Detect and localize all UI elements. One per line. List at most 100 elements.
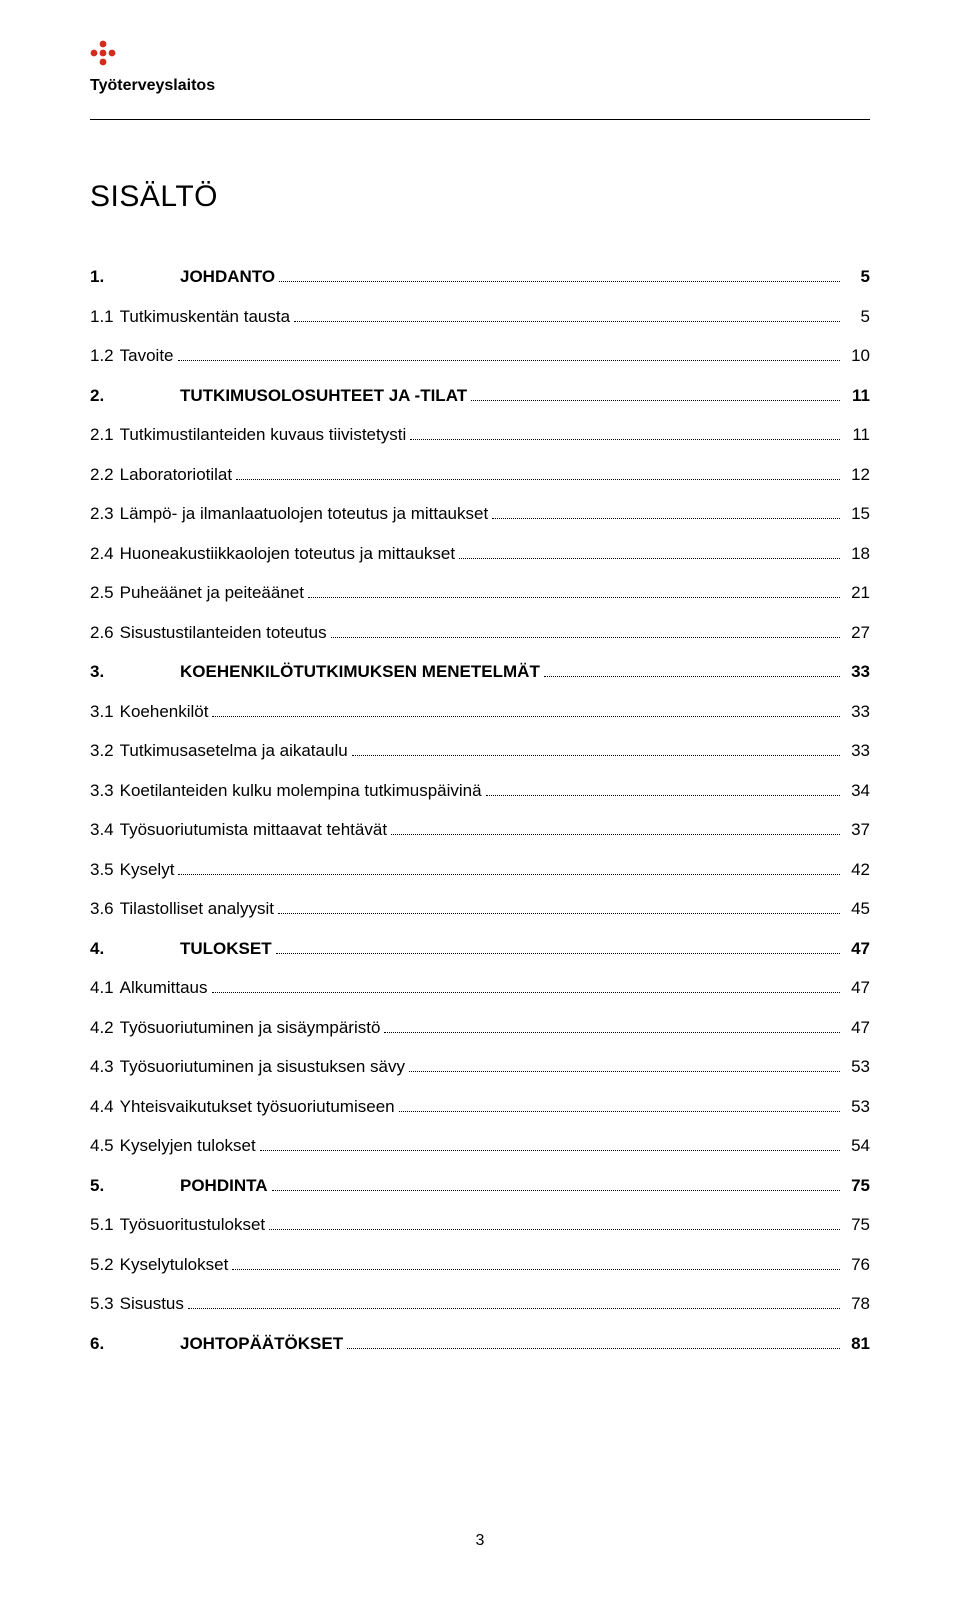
toc-page-number: 5 bbox=[844, 304, 870, 330]
toc-leader bbox=[308, 581, 840, 598]
toc-leader bbox=[212, 976, 840, 993]
toc-number: 3.1 bbox=[90, 699, 114, 725]
toc-entry: 3.3Koetilanteiden kulku molempina tutkim… bbox=[90, 778, 870, 804]
toc-number: 4.5 bbox=[90, 1133, 114, 1159]
toc-label: TULOKSET bbox=[180, 936, 272, 962]
toc-leader bbox=[399, 1095, 840, 1112]
toc-label: Kyselyt bbox=[120, 857, 175, 883]
toc-leader bbox=[178, 344, 840, 361]
toc-label: Työsuoriutumista mittaavat tehtävät bbox=[120, 817, 387, 843]
toc-label: Sisustus bbox=[120, 1291, 184, 1317]
toc-number: 4.4 bbox=[90, 1094, 114, 1120]
toc-label: Työsuoriutuminen ja sisustuksen sävy bbox=[120, 1054, 405, 1080]
toc-leader bbox=[544, 660, 840, 677]
toc-label: Koehenkilöt bbox=[120, 699, 209, 725]
toc-number: 6. bbox=[90, 1331, 180, 1357]
toc-page-number: 10 bbox=[844, 343, 870, 369]
toc-leader bbox=[269, 1213, 840, 1230]
toc-label: Tilastolliset analyysit bbox=[120, 896, 274, 922]
toc-leader bbox=[352, 739, 840, 756]
toc-label: Kyselyjen tulokset bbox=[120, 1133, 256, 1159]
toc-number: 4.3 bbox=[90, 1054, 114, 1080]
toc-number: 1. bbox=[90, 264, 180, 290]
toc-number: 2. bbox=[90, 383, 180, 409]
toc-leader bbox=[331, 621, 840, 638]
header-divider bbox=[90, 119, 870, 120]
toc-entry: 3.5Kyselyt 42 bbox=[90, 857, 870, 883]
toc-leader bbox=[459, 542, 840, 559]
page-title: SISÄLTÖ bbox=[90, 180, 870, 214]
toc-leader bbox=[391, 818, 840, 835]
toc-number: 3.4 bbox=[90, 817, 114, 843]
toc-number: 2.3 bbox=[90, 501, 114, 527]
toc-entry: 3.6Tilastolliset analyysit45 bbox=[90, 896, 870, 922]
toc-page-number: 54 bbox=[844, 1133, 870, 1159]
toc-entry: 2.2Laboratoriotilat12 bbox=[90, 462, 870, 488]
toc-entry: 3.4Työsuoriutumista mittaavat tehtävät 37 bbox=[90, 817, 870, 843]
toc-label: Laboratoriotilat bbox=[120, 462, 232, 488]
page-footer: 3 bbox=[0, 1532, 960, 1550]
toc-label: JOHDANTO bbox=[180, 264, 275, 290]
toc-page-number: 75 bbox=[844, 1173, 870, 1199]
toc-entry: 2.4Huoneakustiikkaolojen toteutus ja mit… bbox=[90, 541, 870, 567]
toc-number: 2.5 bbox=[90, 580, 114, 606]
toc-leader bbox=[294, 305, 840, 322]
toc-leader bbox=[384, 1016, 840, 1033]
toc-label: Työsuoritustulokset bbox=[120, 1212, 266, 1238]
toc-label: Tutkimusasetelma ja aikataulu bbox=[120, 738, 348, 764]
toc-entry: 5.2Kyselytulokset76 bbox=[90, 1252, 870, 1278]
toc-entry: 2.3Lämpö- ja ilmanlaatuolojen toteutus j… bbox=[90, 501, 870, 527]
toc-page-number: 33 bbox=[844, 659, 870, 685]
toc-page-number: 15 bbox=[844, 501, 870, 527]
toc-label: Alkumittaus bbox=[120, 975, 208, 1001]
toc-number: 2.4 bbox=[90, 541, 114, 567]
toc-leader bbox=[471, 384, 840, 401]
toc-label: Tutkimustilanteiden kuvaus tiivistetysti bbox=[120, 422, 407, 448]
toc-label: Huoneakustiikkaolojen toteutus ja mittau… bbox=[120, 541, 455, 567]
toc-number: 3. bbox=[90, 659, 180, 685]
toc-entry: 4.5Kyselyjen tulokset 54 bbox=[90, 1133, 870, 1159]
toc-label: KOEHENKILÖTUTKIMUKSEN MENETELMÄT bbox=[180, 659, 540, 685]
toc-number: 3.3 bbox=[90, 778, 114, 804]
toc-number: 4.1 bbox=[90, 975, 114, 1001]
toc-entry: 2.TUTKIMUSOLOSUHTEET JA -TILAT11 bbox=[90, 383, 870, 409]
toc-page-number: 47 bbox=[844, 936, 870, 962]
toc-number: 3.5 bbox=[90, 857, 114, 883]
toc-label: Sisustustilanteiden toteutus bbox=[120, 620, 327, 646]
toc-entry: 1.1Tutkimuskentän tausta5 bbox=[90, 304, 870, 330]
toc-leader bbox=[272, 1174, 840, 1191]
toc-page-number: 42 bbox=[844, 857, 870, 883]
toc-number: 5.3 bbox=[90, 1291, 114, 1317]
toc-leader bbox=[486, 779, 840, 796]
toc-entry: 6.JOHTOPÄÄTÖKSET81 bbox=[90, 1331, 870, 1357]
toc-page-number: 53 bbox=[844, 1094, 870, 1120]
toc-page-number: 33 bbox=[844, 699, 870, 725]
toc-label: Koetilanteiden kulku molempina tutkimusp… bbox=[120, 778, 482, 804]
toc-label: Yhteisvaikutukset työsuoriutumiseen bbox=[120, 1094, 395, 1120]
toc-page-number: 33 bbox=[844, 738, 870, 764]
toc-entry: 2.5Puheäänet ja peiteäänet21 bbox=[90, 580, 870, 606]
toc-label: JOHTOPÄÄTÖKSET bbox=[180, 1331, 343, 1357]
toc-page-number: 18 bbox=[844, 541, 870, 567]
toc-label: Puheäänet ja peiteäänet bbox=[120, 580, 304, 606]
table-of-contents: 1.JOHDANTO51.1Tutkimuskentän tausta51.2T… bbox=[90, 264, 870, 1356]
toc-page-number: 5 bbox=[844, 264, 870, 290]
logo-text: Työterveyslaitos bbox=[90, 77, 870, 95]
toc-page-number: 34 bbox=[844, 778, 870, 804]
toc-leader bbox=[178, 858, 840, 875]
toc-leader bbox=[347, 1332, 840, 1349]
toc-number: 2.6 bbox=[90, 620, 114, 646]
toc-page-number: 78 bbox=[844, 1291, 870, 1317]
document-page: Työterveyslaitos SISÄLTÖ 1.JOHDANTO51.1T… bbox=[0, 0, 960, 1600]
toc-number: 1.2 bbox=[90, 343, 114, 369]
toc-page-number: 37 bbox=[844, 817, 870, 843]
toc-entry: 3.1Koehenkilöt 33 bbox=[90, 699, 870, 725]
toc-entry: 1.JOHDANTO 5 bbox=[90, 264, 870, 290]
toc-leader bbox=[278, 897, 840, 914]
toc-entry: 1.2Tavoite10 bbox=[90, 343, 870, 369]
toc-page-number: 27 bbox=[844, 620, 870, 646]
toc-number: 3.2 bbox=[90, 738, 114, 764]
toc-leader bbox=[188, 1292, 840, 1309]
toc-number: 5.1 bbox=[90, 1212, 114, 1238]
toc-leader bbox=[409, 1055, 840, 1072]
